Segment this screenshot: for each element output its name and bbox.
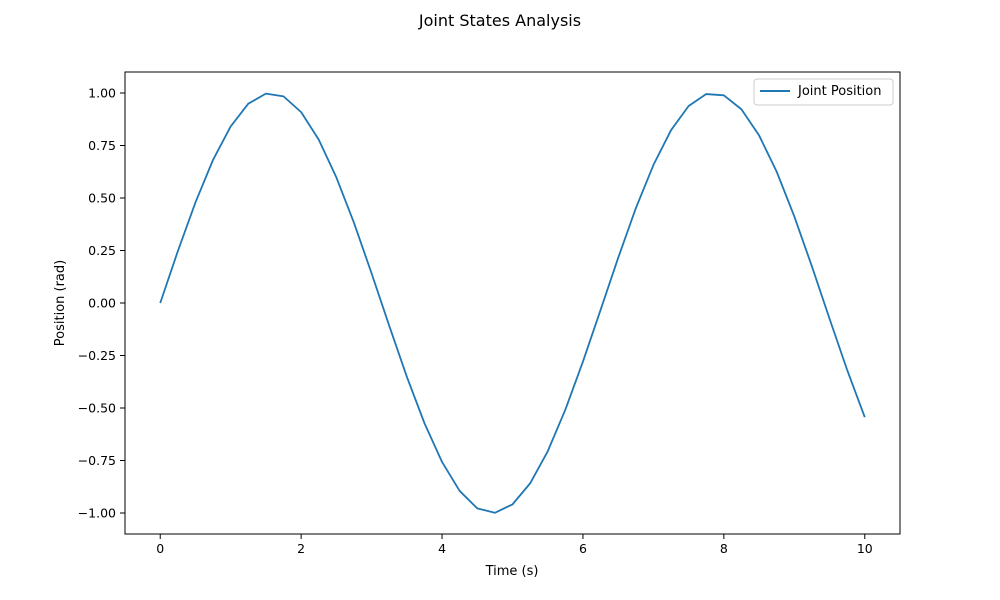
plot-area [124,71,901,535]
y-tick-label: 0.75 [88,138,116,153]
y-axis-label: Position (rad) [53,260,68,346]
x-tick-label: 6 [579,541,587,556]
x-tick-label: 0 [156,541,164,556]
x-tick-label: 4 [438,541,446,556]
y-tick-label: −1.00 [78,506,116,521]
legend: Joint Position [753,78,894,106]
x-tick-label: 2 [297,541,305,556]
x-tick-label: 8 [720,541,728,556]
y-tick-label: 1.00 [88,86,116,101]
y-tick-label: −0.75 [78,453,116,468]
plot-frame [124,71,901,535]
y-tick-label: 0.25 [88,243,116,258]
y-axis: 1.00 0.75 0.50 0.25 0.00 −0.25 −0.50 −0.75 −1.00 [78,86,125,521]
chart-title: Joint States Analysis [418,11,581,30]
legend-label-joint-position: Joint Position [797,84,881,99]
legend-box [753,78,894,106]
x-axis: 0 2 4 6 8 10 [156,534,873,556]
y-tick-label: 0.00 [88,296,116,311]
x-axis-label: Time (s) [485,564,539,579]
x-tick-label: 10 [857,541,873,556]
series-group [159,92,866,514]
series-line-joint-position [159,92,866,514]
y-tick-label: −0.25 [78,348,116,363]
y-tick-label: 0.50 [88,191,116,206]
y-tick-label: −0.50 [78,401,116,416]
